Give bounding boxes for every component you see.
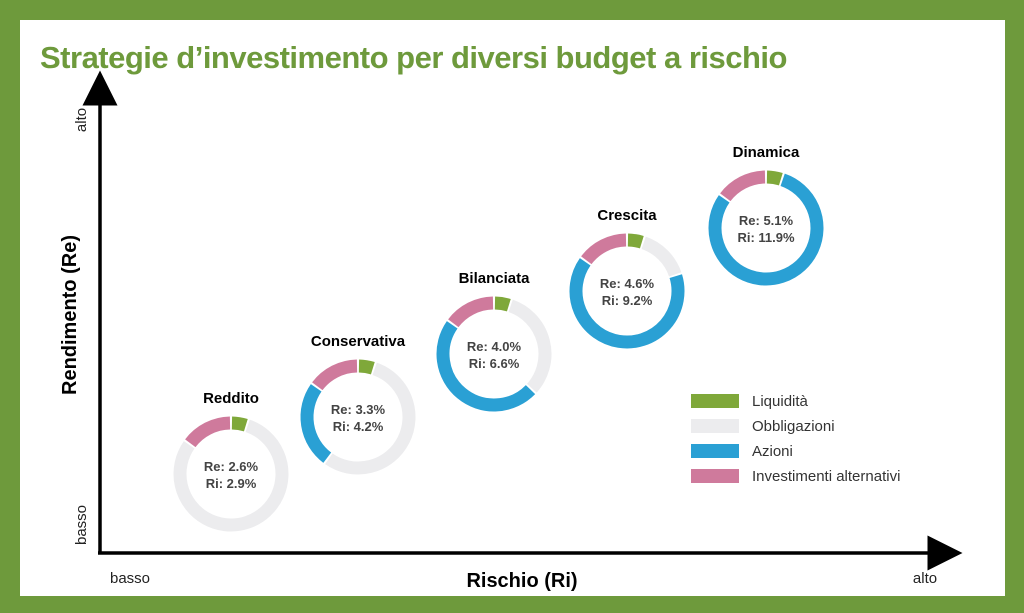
legend-label: Investimenti alternativi xyxy=(752,468,900,485)
donut-segment-obbligazioni xyxy=(508,299,552,393)
donut-crescita: Crescita Re: 4.6% Ri: 9.2% xyxy=(569,207,685,349)
chart-title: Strategie d’investimento per diversi bud… xyxy=(40,40,787,75)
donut-dinamica: Dinamica Re: 5.1% Ri: 11.9% xyxy=(708,144,824,286)
legend-swatch xyxy=(691,444,739,458)
legend-label: Obbligazioni xyxy=(752,418,835,435)
risk-label: Ri: 2.9% xyxy=(206,476,257,491)
return-label: Re: 4.0% xyxy=(467,339,522,354)
strategy-label: Crescita xyxy=(597,207,657,224)
legend-swatch xyxy=(691,469,739,483)
donut-segment-liquidità xyxy=(231,416,248,432)
donut-segment-investimenti-alternativi xyxy=(581,233,627,265)
strategy-label: Bilanciata xyxy=(459,270,531,287)
donut-segment-liquidità xyxy=(494,296,511,312)
donut-segment-liquidità xyxy=(358,359,375,375)
donut-conservativa: Conservativa Re: 3.3% Ri: 4.2% xyxy=(300,333,416,475)
y-tick-low: basso xyxy=(73,505,90,545)
strategy-label: Dinamica xyxy=(733,144,800,161)
x-axis-label: Rischio (Ri) xyxy=(466,570,577,592)
donut-reddito: Reddito Re: 2.6% Ri: 2.9% xyxy=(173,390,289,532)
donut-segment-obbligazioni xyxy=(641,236,682,277)
donut-segment-azioni xyxy=(569,258,685,349)
donut-segment-liquidità xyxy=(766,170,783,186)
donut-segment-azioni xyxy=(708,173,824,286)
return-label: Re: 5.1% xyxy=(739,213,794,228)
y-axis-label: Rendimento (Re) xyxy=(59,235,81,395)
donut-segment-obbligazioni xyxy=(325,362,416,475)
risk-label: Ri: 9.2% xyxy=(602,293,653,308)
donut-segment-investimenti-alternativi xyxy=(720,170,766,202)
return-label: Re: 2.6% xyxy=(204,459,259,474)
risk-label: Ri: 11.9% xyxy=(737,230,795,245)
donut-segment-investimenti-alternativi xyxy=(185,416,231,448)
donut-segment-liquidità xyxy=(627,233,644,249)
legend-swatch xyxy=(691,394,739,408)
return-label: Re: 4.6% xyxy=(600,276,655,291)
donut-bilanciata: Bilanciata Re: 4.0% Ri: 6.6% xyxy=(436,270,552,412)
legend-label: Liquidità xyxy=(752,393,809,410)
y-tick-high: alto xyxy=(73,108,90,132)
strategy-label: Conservativa xyxy=(311,333,406,350)
risk-label: Ri: 4.2% xyxy=(333,419,384,434)
legend-label: Azioni xyxy=(752,443,793,460)
donut-segment-obbligazioni xyxy=(173,419,289,532)
donut-segment-investimenti-alternativi xyxy=(312,359,358,391)
donut-segment-azioni xyxy=(300,384,332,463)
donut-segment-azioni xyxy=(436,321,536,412)
return-label: Re: 3.3% xyxy=(331,402,386,417)
x-tick-low: basso xyxy=(110,570,150,587)
donut-segment-investimenti-alternativi xyxy=(448,296,494,328)
legend-swatch xyxy=(691,419,739,433)
x-tick-high: alto xyxy=(913,570,937,587)
risk-label: Ri: 6.6% xyxy=(469,356,520,371)
strategy-label: Reddito xyxy=(203,390,259,407)
